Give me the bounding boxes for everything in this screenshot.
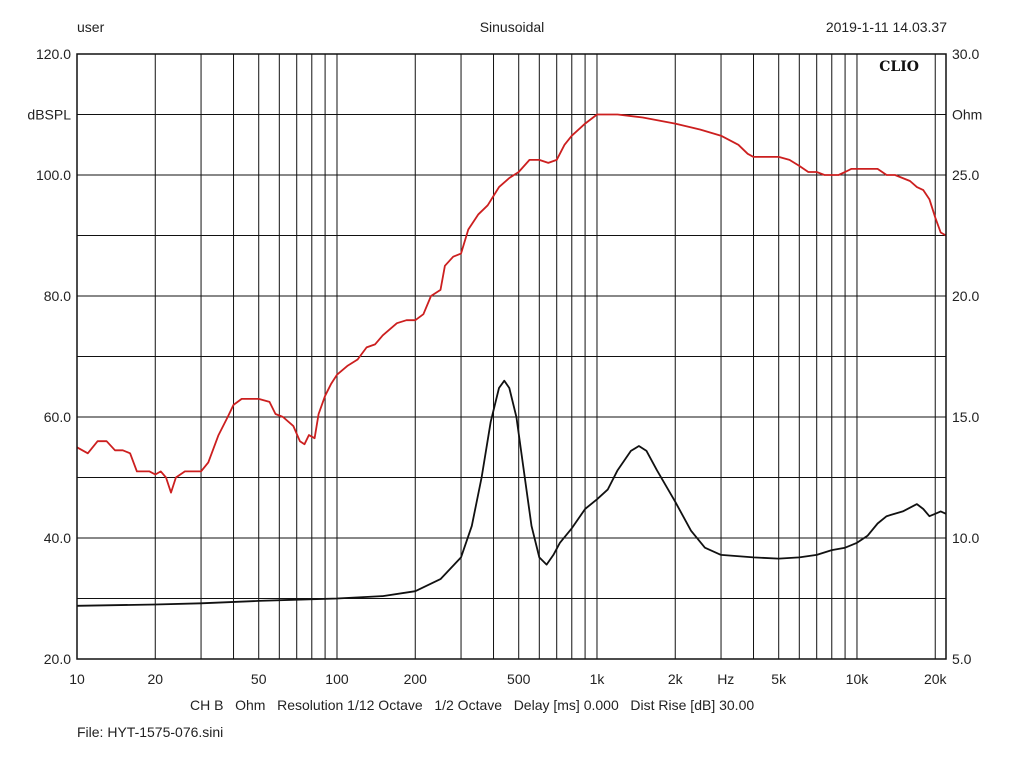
right-tick-label: 25.0 xyxy=(952,167,979,183)
x-tick-label: 50 xyxy=(251,671,267,687)
left-tick-label: 60.0 xyxy=(44,409,71,425)
x-tick-label: 1k xyxy=(590,671,606,687)
brand-label: CLIO xyxy=(879,59,919,75)
x-tick-label: 20k xyxy=(924,671,948,687)
right-tick-label: 20.0 xyxy=(952,288,979,304)
right-tick-label: 30.0 xyxy=(952,46,979,62)
x-tick-label: 10k xyxy=(846,671,870,687)
right-tick-label: 15.0 xyxy=(952,409,979,425)
x-unit-label: Hz xyxy=(717,671,734,687)
plot-frame xyxy=(76,53,947,660)
x-tick-label: 200 xyxy=(404,671,428,687)
settings-line: CH B Ohm Resolution 1/12 Octave 1/2 Octa… xyxy=(190,697,755,713)
x-tick-label: 2k xyxy=(668,671,684,687)
left-tick-label: 80.0 xyxy=(44,288,71,304)
header-user: user xyxy=(77,19,105,35)
left-tick-label: 40.0 xyxy=(44,530,71,546)
x-tick-label: 20 xyxy=(147,671,163,687)
left-tick-label: 100.0 xyxy=(36,167,71,183)
left-unit-label: dBSPL xyxy=(27,107,71,123)
right-tick-label: 10.0 xyxy=(952,530,979,546)
file-line: File: HYT-1575-076.sini xyxy=(77,724,224,740)
header-mode: Sinusoidal xyxy=(479,19,545,35)
x-tick-label: 100 xyxy=(325,671,349,687)
x-tick-label: 5k xyxy=(771,671,787,687)
right-unit-label: Ohm xyxy=(952,107,982,123)
right-tick-label: 5.0 xyxy=(952,651,972,667)
grid xyxy=(76,53,946,660)
left-tick-label: 120.0 xyxy=(36,46,71,62)
left-tick-label: 20.0 xyxy=(44,651,71,667)
series-line-impedance xyxy=(76,379,947,607)
x-tick-label: 500 xyxy=(507,671,531,687)
curves xyxy=(76,113,947,607)
header-timestamp: 2019-1-11 14.03.37 xyxy=(825,19,947,35)
axis-labels: 10 20 50 100 200 500 1k 2k 5k 10k 20k Hz 20.0 40.0 60.… xyxy=(27,46,982,687)
x-tick-label: 10 xyxy=(69,671,85,687)
series-line-spl xyxy=(76,113,947,494)
